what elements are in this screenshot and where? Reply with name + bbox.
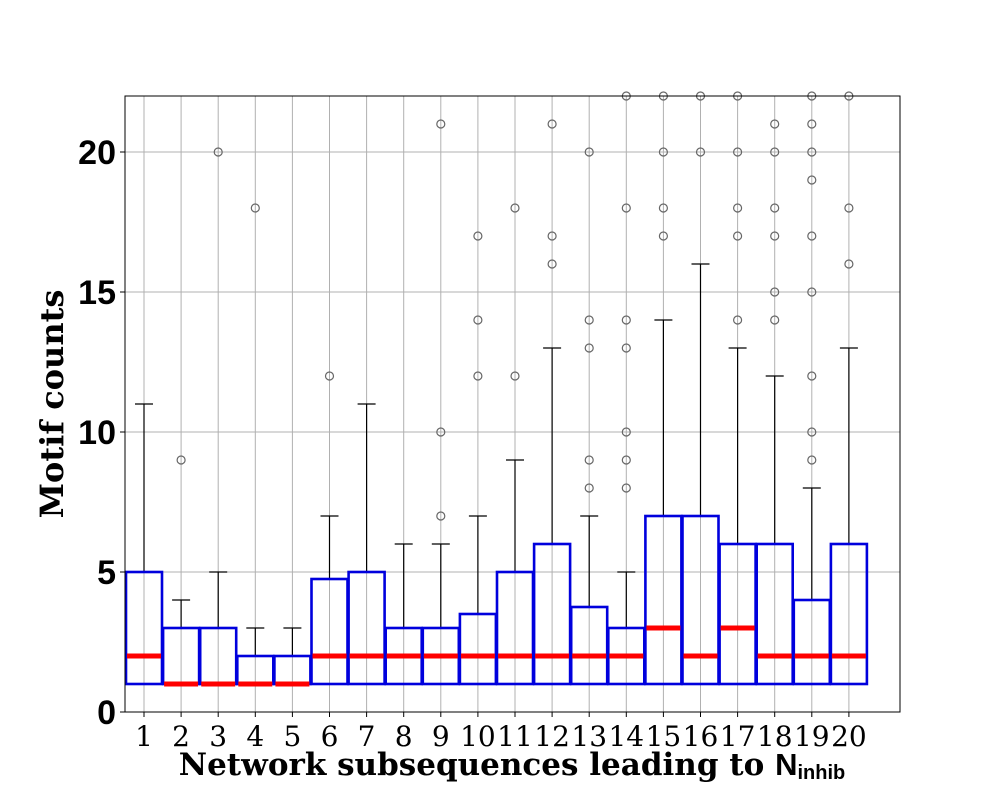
box-iqr — [829, 542, 869, 686]
box-group-14 — [606, 91, 646, 686]
outlier-point — [770, 203, 780, 213]
outlier-point — [621, 315, 631, 325]
outlier-point — [621, 483, 631, 493]
outlier-point — [621, 343, 631, 353]
outlier-point — [510, 371, 520, 381]
x-tick-label: 2 — [172, 720, 190, 753]
x-tick-label: 6 — [321, 720, 339, 753]
y-tick-label: 10 — [78, 414, 116, 452]
outlier-point — [547, 119, 557, 129]
outlier-point — [770, 315, 780, 325]
x-tick-label: 7 — [358, 720, 376, 753]
outlier-point — [176, 455, 186, 465]
outlier-point — [658, 203, 669, 213]
outlier-point — [547, 231, 557, 241]
outlier-point — [807, 119, 817, 129]
outlier-point — [732, 231, 743, 241]
outlier-point — [658, 147, 669, 157]
outlier-point — [584, 455, 594, 465]
x-tick-label: 9 — [432, 720, 450, 753]
outlier-point — [844, 203, 854, 213]
outlier-point — [807, 371, 817, 381]
outlier-point — [807, 231, 817, 241]
outlier-point — [584, 147, 594, 157]
outlier-point — [807, 175, 817, 185]
x-tick-label: 20 — [831, 720, 867, 753]
x-tick-label: 16 — [683, 720, 719, 753]
y-tick-label: 15 — [78, 274, 116, 312]
outlier-point — [584, 483, 594, 493]
outlier-point — [807, 147, 817, 157]
box-group-3 — [198, 147, 238, 687]
outlier-point — [324, 371, 335, 381]
x-tick-label: 18 — [757, 720, 793, 753]
outlier-point — [770, 147, 780, 157]
box-group-17 — [718, 91, 757, 686]
outlier-point — [621, 427, 631, 437]
x-axis-label-symbol: N — [775, 747, 797, 782]
outlier-point — [621, 203, 631, 213]
outlier-point — [547, 259, 557, 269]
outlier-point — [213, 147, 223, 157]
x-tick-label: 17 — [720, 720, 756, 753]
outlier-point — [436, 427, 446, 437]
outlier-point — [584, 315, 594, 325]
x-axis-label-subscript: inhib — [797, 762, 845, 784]
x-tick-label: 3 — [209, 720, 227, 753]
outlier-point — [807, 427, 817, 437]
x-tick-label: 14 — [608, 720, 644, 753]
outlier-point — [436, 119, 446, 129]
outlier-point — [250, 203, 260, 213]
outlier-point — [473, 315, 483, 325]
outlier-point — [807, 455, 817, 465]
x-tick-label: 5 — [283, 720, 301, 753]
outlier-point — [621, 455, 631, 465]
y-tick-label: 0 — [97, 694, 116, 732]
x-tick-label: 1 — [135, 720, 153, 753]
x-tick-label: 12 — [534, 720, 570, 753]
outlier-point — [510, 203, 520, 213]
outlier-point — [436, 511, 446, 521]
box-group-16 — [681, 91, 720, 686]
outlier-point — [732, 147, 743, 157]
outlier-point — [473, 231, 483, 241]
grid-lines — [125, 96, 900, 713]
outlier-point — [473, 371, 483, 381]
y-tick-label: 20 — [78, 134, 116, 172]
outlier-point — [732, 203, 743, 213]
x-tick-label: 11 — [497, 720, 533, 753]
x-axis-label: Network subsequences leading to Ninhib — [179, 747, 846, 784]
x-axis-label-text: Network subsequences leading to — [179, 747, 775, 783]
plot-area-frame — [124, 95, 901, 713]
outlier-point — [807, 287, 817, 297]
x-tick-label: 15 — [646, 720, 682, 753]
outlier-point — [770, 119, 780, 129]
outlier-point — [844, 259, 854, 269]
outlier-point — [770, 231, 780, 241]
y-axis-label: Motif counts — [33, 290, 71, 519]
x-tick-label: 19 — [794, 720, 830, 753]
y-tick-label: 5 — [97, 554, 116, 592]
x-tick-label: 10 — [460, 720, 496, 753]
outlier-point — [584, 343, 594, 353]
x-tick-label: 13 — [571, 720, 607, 753]
outlier-point — [770, 287, 780, 297]
outlier-point — [658, 231, 669, 241]
outlier-point — [695, 147, 706, 157]
x-tick-label: 8 — [395, 720, 413, 753]
x-tick-label: 4 — [246, 720, 264, 753]
outlier-point — [732, 315, 743, 325]
box-plot-series — [124, 91, 869, 687]
